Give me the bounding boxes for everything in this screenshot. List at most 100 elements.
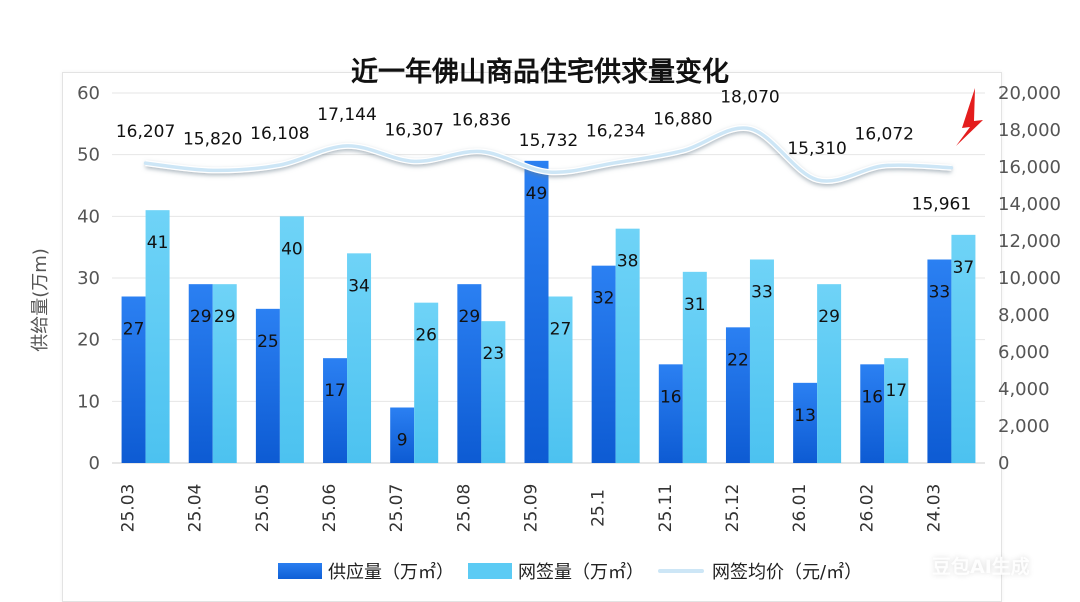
bar-supply: [658, 364, 683, 463]
y-tick-label: 10: [77, 391, 100, 412]
bar-label-supply: 16: [861, 387, 883, 407]
bar-signed: [682, 271, 707, 463]
bar-label-signed: 26: [415, 326, 437, 346]
x-tick-label: 25.11: [656, 484, 676, 533]
y-tick-label: 30: [77, 268, 100, 289]
x-tick-label: 25.09: [522, 484, 542, 533]
bar-supply: [390, 407, 415, 463]
bar-supply: [591, 265, 616, 463]
bar-supply: [725, 327, 750, 463]
bar-label-supply: 13: [794, 406, 816, 426]
bar-label-supply: 9: [397, 431, 408, 451]
bar-supply: [457, 284, 482, 463]
bar-signed: [548, 296, 573, 463]
y2-tick-label: 10,000: [998, 268, 1061, 289]
price-label: 18,070: [720, 88, 779, 108]
legend-label-signed: 网签量（万㎡）: [518, 562, 644, 583]
bar-label-signed: 33: [751, 283, 773, 303]
bar-label-supply: 29: [190, 307, 212, 327]
y-axis-label: 供给量(万m): [30, 248, 51, 352]
bar-label-signed: 29: [818, 307, 840, 327]
bar-supply: [121, 296, 146, 463]
bar-label-supply: 27: [123, 320, 145, 340]
bar-supply: [524, 160, 549, 464]
bar-label-signed: 38: [617, 252, 639, 272]
bar-label-signed: 34: [348, 276, 370, 296]
y2-tick-label: 4,000: [998, 379, 1050, 400]
price-label: 16,836: [452, 111, 511, 131]
bar-label-signed: 17: [885, 381, 907, 401]
legend-swatch-signed: [468, 563, 512, 579]
y2-tick-label: 0: [998, 453, 1009, 474]
bar-supply: [860, 364, 885, 463]
x-tick-label: 24.03: [924, 484, 944, 533]
bar-label-supply: 25: [257, 332, 279, 352]
legend-label-supply: 供应量（万㎡）: [328, 562, 454, 583]
legend-item-signed: 网签量（万㎡）: [468, 558, 644, 584]
bar-label-signed: 31: [684, 295, 706, 315]
bar-supply: [927, 259, 952, 463]
x-tick-label: 25.1: [589, 489, 609, 527]
y2-tick-label: 14,000: [998, 194, 1061, 215]
y2-tick-label: 18,000: [998, 120, 1061, 141]
x-tick-label: 25.08: [454, 484, 474, 533]
bar-signed: [212, 284, 237, 463]
price-label: 16,207: [116, 122, 175, 142]
x-tick-label: 26.02: [857, 484, 877, 533]
bar-signed: [615, 228, 640, 463]
bar-signed: [145, 210, 170, 463]
bar-label-supply: 32: [593, 289, 615, 309]
bar-label-supply: 22: [727, 350, 749, 370]
y2-tick-label: 16,000: [998, 157, 1061, 178]
bar-signed: [951, 234, 976, 463]
y-tick-label: 40: [77, 206, 100, 227]
bar-supply: [323, 358, 348, 463]
bar-signed: [347, 253, 372, 463]
chart-title: 近一年佛山商品住宅供求量变化: [351, 57, 729, 88]
legend-swatch-price: [658, 569, 704, 573]
bar-signed: [481, 321, 506, 463]
price-label: 16,072: [855, 125, 914, 145]
legend-swatch-supply: [278, 563, 322, 579]
y-tick-label: 50: [77, 145, 100, 166]
bar-supply: [255, 308, 280, 463]
y2-tick-label: 8,000: [998, 305, 1050, 326]
bar-label-supply: 17: [324, 381, 346, 401]
bar-label-signed: 23: [483, 344, 505, 364]
price-line: [143, 126, 954, 183]
y2-tick-label: 6,000: [998, 342, 1050, 363]
bar-signed: [279, 216, 304, 463]
price-label: 15,732: [519, 131, 578, 151]
bar-label-signed: 29: [214, 307, 236, 327]
legend: 供应量（万㎡） 网签量（万㎡） 网签均价（元/㎡）: [278, 558, 876, 584]
bar-label-signed: 37: [953, 258, 975, 278]
x-tick-label: 25.12: [723, 484, 743, 533]
x-tick-label: 25.06: [320, 484, 340, 533]
x-tick-label: 26.01: [790, 484, 810, 533]
y-tick-label: 20: [77, 330, 100, 351]
price-label: 17,144: [317, 105, 376, 125]
price-label: 15,961: [912, 195, 971, 215]
bar-signed: [749, 259, 774, 463]
price-label: 15,310: [787, 139, 846, 159]
y2-tick-label: 20,000: [998, 83, 1061, 104]
bar-label-supply: 16: [660, 387, 682, 407]
x-tick-label: 25.07: [387, 484, 407, 533]
x-tick-label: 25.04: [186, 484, 206, 533]
red-arrow-icon: [956, 88, 983, 146]
legend-item-price: 网签均价（元/㎡）: [658, 558, 862, 584]
bar-signed: [414, 302, 439, 463]
watermark: 豆包AI生成: [932, 556, 1030, 578]
bar-signed: [817, 284, 842, 463]
price-label: 16,307: [384, 120, 443, 140]
price-label: 15,820: [183, 129, 242, 149]
y-tick-label: 0: [89, 453, 100, 474]
bar-label-signed: 41: [147, 233, 169, 253]
y2-tick-label: 12,000: [998, 231, 1061, 252]
bar-label-signed: 27: [550, 320, 572, 340]
bar-label-supply: 49: [526, 184, 548, 204]
y-tick-label: 60: [77, 83, 100, 104]
legend-item-supply: 供应量（万㎡）: [278, 558, 454, 584]
x-tick-label: 25.03: [119, 484, 139, 533]
